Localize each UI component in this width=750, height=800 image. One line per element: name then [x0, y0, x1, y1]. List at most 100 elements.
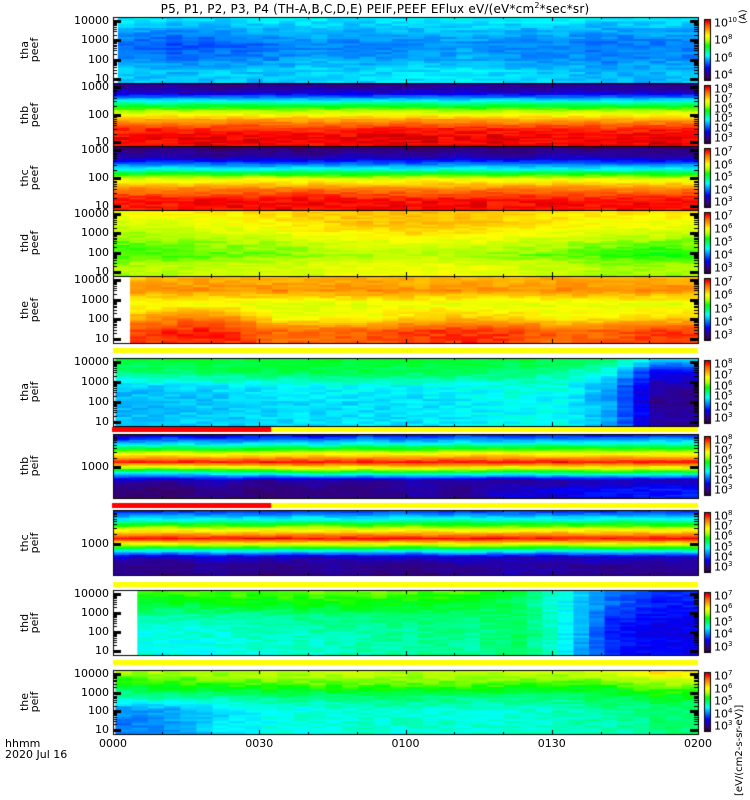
colorbar-tick-label: 108: [714, 82, 733, 96]
colorbar-exponent: 10: [728, 16, 737, 24]
panel-label: the peef: [18, 290, 41, 330]
colorbar-exponent: 7: [728, 519, 733, 528]
y-tick-label: 10: [95, 265, 109, 278]
colorbar-tick-label: 107: [714, 275, 733, 289]
y-tick-label: 100: [88, 245, 109, 259]
colorbar-tick-label: 104: [714, 473, 733, 487]
colorbar-tick-label: 104: [714, 314, 733, 329]
colorbar-exponent: 6: [728, 601, 733, 610]
colorbar-tick-label: 107: [714, 669, 733, 683]
x-axis-label: hhmm 2020 Jul 16: [5, 738, 67, 760]
y-tick-label: 10000: [74, 355, 109, 368]
colorbar-exponent: 7: [728, 367, 733, 376]
colorbar-exponent: 7: [728, 275, 733, 283]
y-tick-label: 1000: [81, 143, 109, 156]
colorbar-tick-label: 106: [714, 529, 733, 544]
colorbar-exponent: 3: [728, 483, 733, 491]
panel-label-product: peif: [28, 381, 41, 403]
colorbar-tick-label: 105: [714, 463, 733, 477]
colorbar-tick-label: 103: [714, 719, 733, 733]
y-tick-label: 100: [88, 625, 109, 638]
colorbar-exponent: 4: [728, 248, 733, 256]
colorbar-tick-label: 103: [714, 195, 733, 209]
colorbar-exponent: 6: [728, 50, 733, 59]
colorbar-exponent: 3: [728, 560, 733, 568]
colorbar-exponent: 6: [728, 288, 733, 297]
y-tick-label: 100: [88, 107, 109, 121]
colorbar-exponent: 3: [728, 131, 733, 139]
colorbar-tick-label: 103: [714, 560, 733, 574]
colorbar-exponent: 3: [728, 640, 733, 648]
x-tick-label: 0130: [537, 737, 566, 750]
colorbar-tick-label: 104: [714, 627, 733, 641]
panel-label-product: peif: [28, 691, 41, 713]
colorbar-exponent: 4: [728, 182, 733, 191]
colorbar-tick-label: 1010: [714, 16, 737, 30]
y-tick-label: 10: [95, 135, 109, 148]
panel-label-product: peef: [28, 230, 41, 256]
colorbar-tick-label: 107: [714, 589, 733, 603]
colorbar-tick-label: 103: [714, 131, 733, 145]
colorbar-exponent: 7: [728, 443, 733, 451]
colorbar-exponent: 3: [728, 195, 733, 203]
panel-label: thb peif: [18, 446, 41, 486]
panel-label-product: peif: [28, 612, 41, 633]
colorbar-exponent: 6: [728, 157, 733, 166]
y-tick-label: 1000: [81, 606, 109, 619]
colorbar-tick-label: 106: [714, 288, 733, 302]
colorbar-tick-label: 105: [714, 539, 733, 554]
panel-label-product: peef: [28, 297, 41, 322]
panel-label: thd peef: [18, 223, 41, 263]
y-tick-label: 100: [88, 52, 109, 66]
colorbar-tick-label: 104: [714, 182, 733, 197]
colorbar-tick-label: 106: [714, 453, 733, 467]
colorbar-exponent: 5: [728, 389, 733, 398]
colorbar-exponent: 3: [728, 411, 733, 419]
colorbar-exponent: 6: [728, 101, 733, 110]
colorbar-tick-label: 103: [714, 483, 733, 497]
colorbar-exponent: 3: [728, 261, 733, 269]
colorbar-exponent: 7: [728, 669, 733, 677]
colorbar-exponent: 6: [728, 453, 733, 461]
y-tick-label: 1000: [81, 375, 109, 388]
colorbar-exponent: 3: [728, 328, 733, 336]
colorbar-tick-label: 104: [714, 706, 733, 721]
panel-label-product: peif: [28, 455, 41, 477]
y-tick-label: 10000: [74, 667, 109, 680]
y-tick-label: 1000: [81, 80, 109, 93]
colorbar-tick-label: 107: [714, 519, 733, 533]
colorbar-tick-label: 104: [714, 248, 733, 262]
colorbar-units: [eV/(cm2-s-sr-eV)]: [734, 704, 745, 796]
colorbar-exponent: 7: [728, 91, 733, 100]
y-tick-label: 1000: [81, 536, 109, 550]
colorbar-exponent: 5: [728, 235, 733, 243]
colorbar-exponent: 3: [728, 719, 733, 727]
colorbar-exponent: 6: [728, 681, 733, 690]
colorbar-tick-label: 105: [714, 170, 733, 184]
colorbar-exponent: 8: [728, 509, 733, 517]
y-tick-label: 100: [88, 395, 109, 408]
colorbar-exponent: 4: [728, 549, 733, 558]
colorbar-exponent: 5: [728, 111, 733, 120]
colorbar-tick-label: 106: [714, 378, 733, 393]
panel-label: the peif: [18, 682, 41, 722]
x-tick-label: 0000: [99, 737, 127, 750]
colorbar-exponent: 4: [728, 627, 733, 636]
colorbar-tick-label: 108: [714, 357, 733, 371]
x-tick-label: 0030: [245, 737, 274, 750]
y-tick-label: 100: [88, 312, 109, 326]
colorbar-tick-label: 108: [714, 433, 733, 447]
colorbar-exponent: 8: [728, 82, 733, 90]
colorbar-exponent: 4: [728, 473, 733, 481]
y-tick-label: 100: [88, 704, 109, 718]
y-tick-label: 10: [95, 415, 109, 428]
panel-label-product: peef: [28, 102, 41, 127]
colorbar-exponent: 4: [728, 706, 733, 715]
y-tick-label: 10: [95, 644, 109, 657]
y-tick-label: 1000: [81, 685, 109, 699]
colorbar-tick-label: 103: [714, 328, 733, 342]
y-tick-label: 1000: [81, 33, 109, 47]
colorbar-exponent: 5: [728, 614, 733, 623]
colorbar-exponent: 5: [728, 170, 733, 178]
